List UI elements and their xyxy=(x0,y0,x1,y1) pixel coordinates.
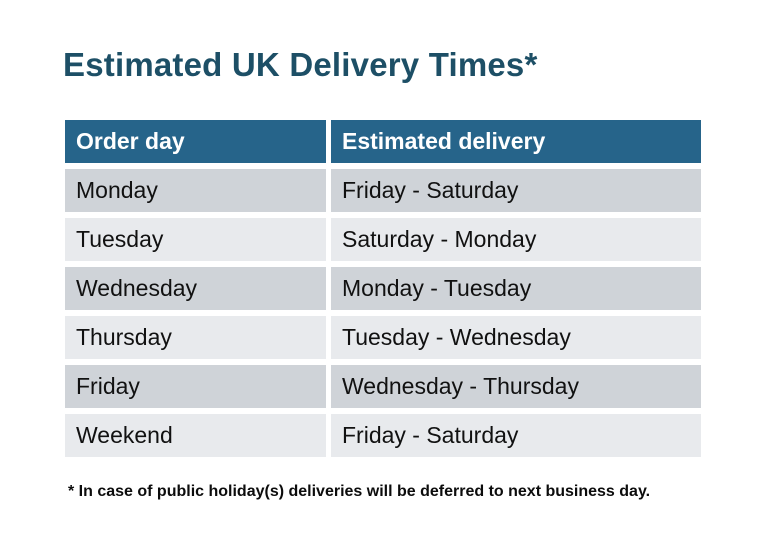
page-title: Estimated UK Delivery Times* xyxy=(63,46,538,83)
order-day-cell: Weekend xyxy=(65,414,326,457)
delivery-times-table: Order day Estimated delivery Monday Frid… xyxy=(65,120,701,457)
order-day-cell: Monday xyxy=(65,169,326,212)
estimated-delivery-cell: Tuesday - Wednesday xyxy=(331,316,701,359)
estimated-delivery-cell: Wednesday - Thursday xyxy=(331,365,701,408)
order-day-cell: Wednesday xyxy=(65,267,326,310)
order-day-cell: Friday xyxy=(65,365,326,408)
estimated-delivery-cell: Saturday - Monday xyxy=(331,218,701,261)
estimated-delivery-cell: Monday - Tuesday xyxy=(331,267,701,310)
footnote: * In case of public holiday(s) deliverie… xyxy=(68,483,651,500)
order-day-cell: Thursday xyxy=(65,316,326,359)
column-header-estimated-delivery: Estimated delivery xyxy=(331,120,701,163)
order-day-cell: Tuesday xyxy=(65,218,326,261)
column-header-order-day: Order day xyxy=(65,120,326,163)
estimated-delivery-cell: Friday - Saturday xyxy=(331,169,701,212)
estimated-delivery-cell: Friday - Saturday xyxy=(331,414,701,457)
